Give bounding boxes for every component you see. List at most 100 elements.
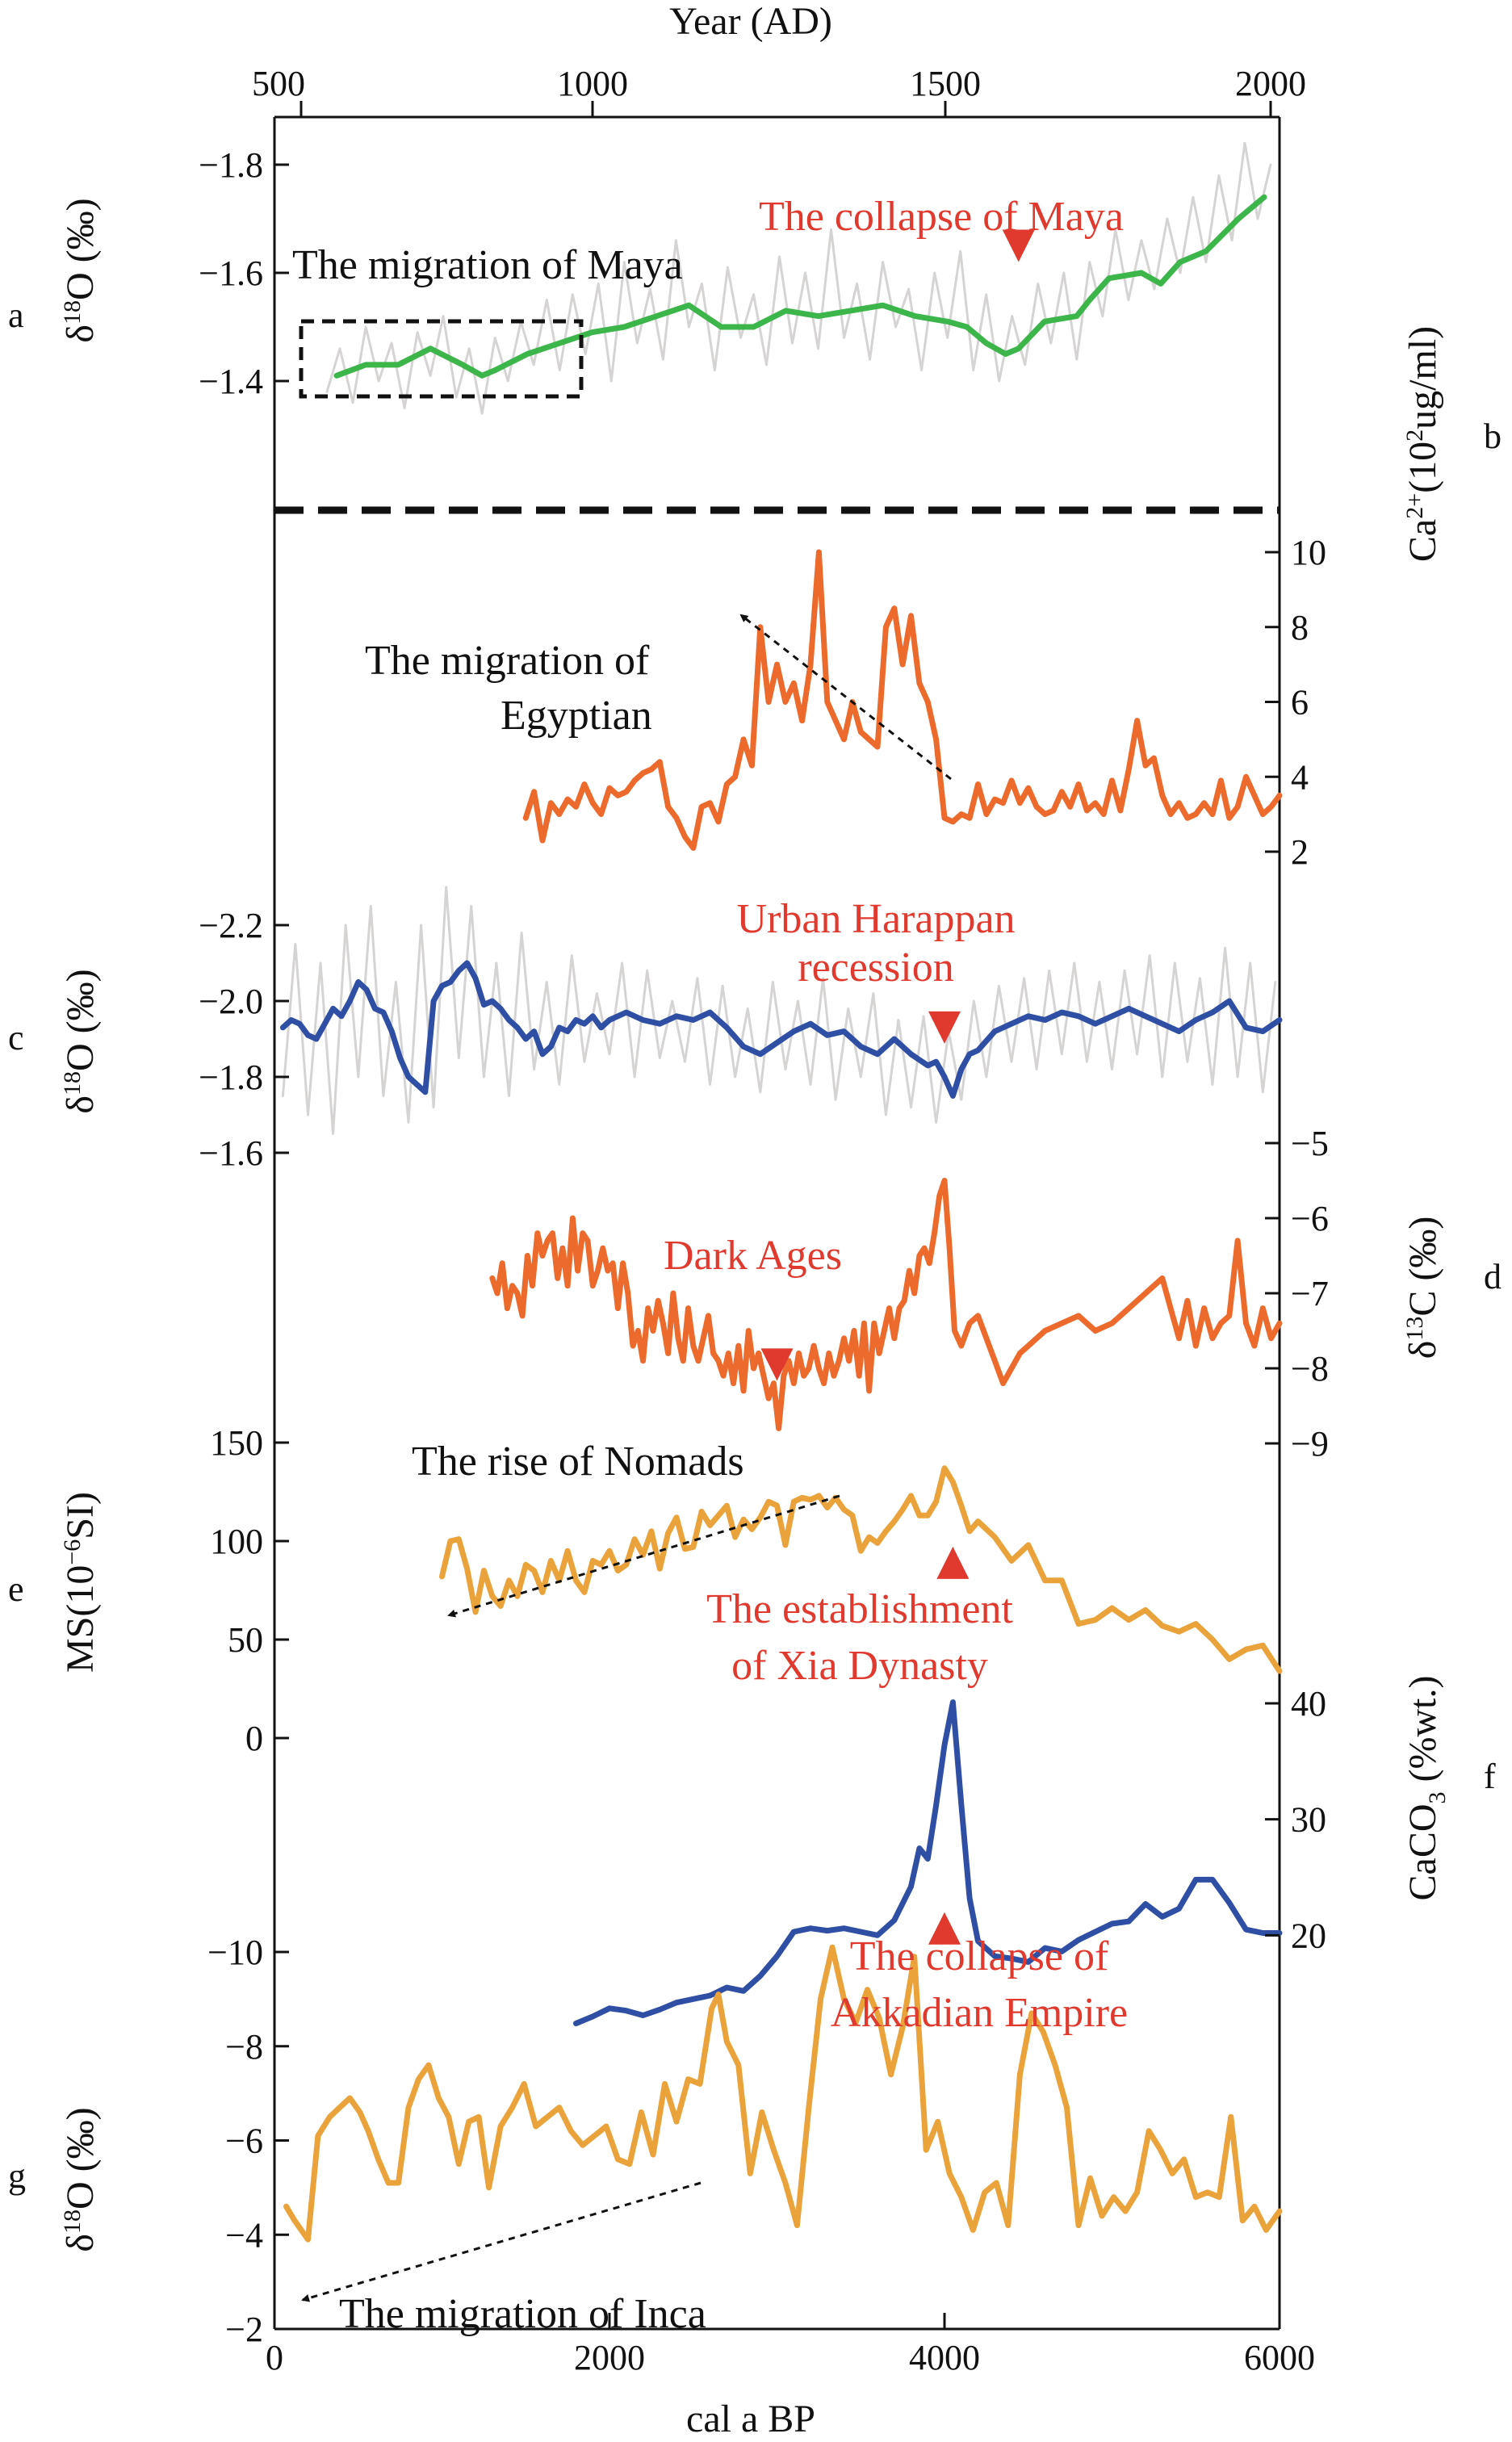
y-title-c-symbol: δ <box>59 1095 102 1114</box>
annotation-akkad-line2: Akkadian Empire <box>831 1990 1128 2036</box>
series-line-b <box>522 549 1283 851</box>
plot-frame <box>273 115 1281 2331</box>
bottom-tick-label: 2000 <box>574 2338 645 2377</box>
annotation-harappa-line2: recession <box>798 945 953 991</box>
annotation-maya-migration: The migration of Maya <box>292 242 683 288</box>
y-title-g-rest: O (‰) <box>59 2107 102 2210</box>
y-tick-label-b: 8 <box>1291 608 1309 647</box>
series-line-c-raw <box>281 886 1277 1135</box>
y-tick-label-g: −2 <box>225 2310 263 2349</box>
y-title-a-symbol: δ <box>59 325 102 343</box>
bottom-axis-ticks: 0 2000 4000 6000 <box>266 2313 1315 2377</box>
y-tick-label-f: 30 <box>1291 1800 1326 1840</box>
annotation-xia-line1: The establishment <box>706 1586 1013 1632</box>
y-tick-label-e: 100 <box>210 1522 263 1561</box>
y-title-c-rest: O (‰) <box>59 969 102 1071</box>
top-tick-label: 500 <box>252 64 305 103</box>
y-tick-label-d: −8 <box>1291 1349 1329 1389</box>
nomads-arrow <box>447 1494 840 1618</box>
y-tick-label-e: 50 <box>228 1620 263 1660</box>
y-tick-label-e: 0 <box>245 1719 263 1758</box>
panel-letter-f: f <box>1484 1757 1496 1796</box>
y-title-e: MS(10−6SI) <box>59 1492 102 1673</box>
y-title-b-main: Ca <box>1401 519 1444 562</box>
annotation-xia-line2: of Xia Dynasty <box>731 1643 988 1689</box>
y-tick-label-d: −7 <box>1291 1274 1329 1313</box>
panel-letter-a: a <box>8 295 24 335</box>
series-line-g <box>283 1944 1283 2243</box>
y-title-b-end: ug/ml) <box>1401 326 1444 429</box>
annotation-nomads: The rise of Nomads <box>412 1439 744 1485</box>
y-tick-label-g: −6 <box>225 2122 263 2161</box>
y-title-b: Ca2+(102ug/ml) <box>1401 326 1444 562</box>
bottom-tick-label: 0 <box>266 2338 283 2377</box>
y-tick-label-e: 150 <box>210 1423 263 1463</box>
y-tick-label-g: −8 <box>225 2027 263 2067</box>
series-line-d <box>489 1178 1283 1431</box>
y-tick-label-c: −1.6 <box>199 1133 263 1173</box>
series-line-a-smoothed <box>333 194 1267 379</box>
annotation-akkad-line1: The collapse of <box>850 1933 1109 1979</box>
annotation-harappa-line1: Urban Harappan <box>736 896 1015 942</box>
event-marker-e <box>936 1546 970 1579</box>
y-title-c-sup: 18 <box>59 1071 86 1095</box>
panel-letter-g: g <box>8 2156 26 2196</box>
y-title-b-sup2: 2 <box>1401 429 1428 442</box>
y-title-a: δ18O (‰) <box>59 198 102 342</box>
y-title-b-sup: 2+ <box>1401 493 1428 519</box>
y-title-b-mid: (10 <box>1401 442 1444 493</box>
event-marker-a <box>1002 229 1035 262</box>
annotation-inca: The migration of Inca <box>339 2291 706 2337</box>
chart-marks: −1.4 −1.6 −1.8 2 4 6 8 10 −1.6 −1.8 −2.0 −2.2 −9 −8 −7… <box>199 141 1329 2349</box>
top-axis-title: Year (AD) <box>669 0 832 43</box>
y-title-f-rest: (%wt.) <box>1401 1676 1444 1792</box>
y-tick-label-g: −4 <box>225 2215 263 2255</box>
y-title-d-symbol: δ <box>1401 1341 1444 1359</box>
y-title-d-rest: C (‰) <box>1401 1217 1444 1317</box>
annotation-maya-collapse: The collapse of Maya <box>759 194 1124 240</box>
y-tick-label-a: −1.6 <box>199 253 263 293</box>
panel-letter-c: c <box>8 1018 24 1058</box>
event-marker-c <box>928 1011 961 1044</box>
y-tick-label-d: −6 <box>1291 1199 1329 1238</box>
series-line-e <box>439 1465 1283 1674</box>
top-tick-label: 1500 <box>910 64 981 103</box>
y-tick-label-c: −2.2 <box>199 906 263 945</box>
inca-arrow <box>301 2181 702 2302</box>
panel-letters: a b c d e f g <box>8 295 1502 2196</box>
y-tick-label-b: 10 <box>1291 533 1326 572</box>
y-tick-label-f: 40 <box>1291 1684 1326 1724</box>
event-marker-f <box>928 1912 961 1945</box>
y-tick-label-f: 20 <box>1291 1916 1326 1955</box>
top-tick-label: 1000 <box>557 64 628 103</box>
bottom-tick-label: 6000 <box>1244 2338 1315 2377</box>
top-tick-label: 2000 <box>1235 64 1306 103</box>
annotation-egypt-line2: Egyptian <box>501 693 652 739</box>
series-line-f <box>573 1699 1283 2026</box>
y-tick-label-b: 6 <box>1291 683 1309 723</box>
series-line-a-raw <box>325 141 1272 415</box>
y-title-d: δ13C (‰) <box>1401 1217 1444 1359</box>
y-title-f: CaCO3 (%wt.) <box>1401 1676 1451 1901</box>
annotation-egypt-line1: The migration of <box>365 638 650 684</box>
y-tick-label-c: −1.8 <box>199 1058 263 1097</box>
y-tick-label-a: −1.4 <box>199 362 263 401</box>
y-title-f-sub: 3 <box>1424 1791 1451 1803</box>
y-title-g: δ18O (‰) <box>59 2107 102 2251</box>
bottom-tick-label: 4000 <box>909 2338 980 2377</box>
y-title-d-sup: 13 <box>1401 1317 1428 1341</box>
y-title-g-sup: 18 <box>59 2210 86 2234</box>
panel-letter-b: b <box>1484 417 1502 456</box>
y-tick-label-b: 4 <box>1291 757 1309 797</box>
panel-letter-d: d <box>1484 1257 1502 1296</box>
top-axis-ticks: 500 1000 1500 2000 <box>252 64 1306 117</box>
y-tick-label-g: −10 <box>207 1933 263 1972</box>
y-tick-label-c: −2.0 <box>199 982 263 1021</box>
series-line-c-smoothed <box>279 960 1283 1099</box>
y-tick-label-d: −9 <box>1291 1424 1329 1464</box>
event-marker-d <box>760 1348 794 1381</box>
y-title-e-main: MS(10 <box>59 1565 102 1673</box>
bottom-axis-title: cal a BP <box>686 2398 815 2440</box>
y-tick-label-b: 2 <box>1291 832 1309 872</box>
